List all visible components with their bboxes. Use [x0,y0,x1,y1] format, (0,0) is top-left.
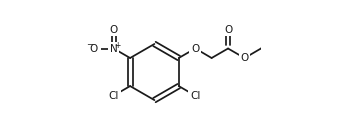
Text: O: O [110,25,118,34]
Text: O: O [90,43,98,54]
Text: N: N [110,43,118,54]
Text: −: − [87,41,93,50]
Text: Cl: Cl [190,91,201,101]
Text: O: O [224,25,232,34]
Text: Cl: Cl [109,91,119,101]
Text: +: + [114,41,121,50]
Text: O: O [191,43,199,54]
Text: O: O [240,53,249,63]
